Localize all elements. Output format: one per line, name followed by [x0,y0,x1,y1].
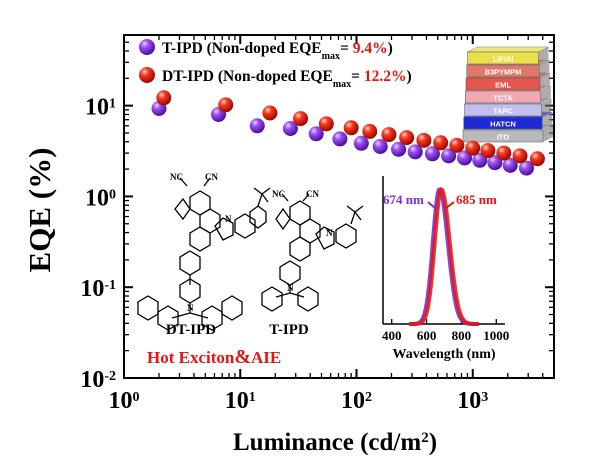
dt-n-label: N [225,214,232,224]
point-dt-ipd [496,145,512,161]
point-dt-ipd [399,130,415,146]
inset-x-axis-title: Wavelength (nm) [392,347,495,362]
device-layer-label: LiF/Al [493,55,514,64]
inset-curve-dt-ipd [409,187,479,326]
point-t-ipd [391,141,407,157]
x-axis-title: Luminance (cd/m2) [233,429,437,456]
x-tick-label: 101 [225,388,256,414]
inset-tick-label: 600 [417,328,437,343]
t-cn-label: CN [306,189,319,199]
device-layer-side [542,112,553,129]
device-layer-side [541,99,552,116]
legend: T-IPD (Non-doped EQEmax= 9.4%) DT-IPD (N… [139,39,412,90]
device-layer-label: TCTA [493,94,513,103]
hot-exciton-aie-annotation: Hot Exciton&AIE [147,346,281,368]
legend-marker-dt-ipd [139,67,155,83]
point-t-ipd [332,131,348,147]
legend-label-t-ipd: T-IPD (Non-doped EQEmax= 9.4%) [162,40,393,62]
point-dt-ipd [218,97,234,113]
device-layer-side [538,47,549,64]
y-axis: 10-2 10-1 100 101 [80,34,554,393]
point-dt-ipd [529,151,545,167]
t-ipd-structure-label: T-IPD [269,322,309,338]
point-t-ipd [457,150,473,166]
dt-amine-n-label: N [187,303,194,313]
point-t-ipd [502,157,518,173]
inset-tick-label: 800 [452,328,472,343]
point-dt-ipd [156,90,172,106]
y-axis-title: EQE (%) [22,148,57,273]
device-layer-side [539,60,550,77]
t-ipd-structure [261,193,364,312]
point-t-ipd [518,160,534,176]
point-t-ipd [372,138,388,154]
device-layer-label: ITO [497,133,510,142]
data-points [151,90,545,176]
point-t-ipd [441,148,457,164]
x-tick-label: 102 [341,388,372,414]
inset-x-ticks: 400 600 800 1000 [382,319,509,343]
inset-curves [409,187,479,326]
x-axis: 100 101 102 103 [109,35,555,414]
point-dt-ipd [465,140,481,156]
point-dt-ipd [433,135,449,151]
point-dt-ipd [416,132,432,148]
t-n-label: N [326,228,333,238]
point-dt-ipd [512,148,528,164]
dt-nc-label: NC [170,172,183,182]
point-dt-ipd [343,120,359,136]
dt-ipd-structure [137,177,271,331]
x-tick-label: 100 [109,388,140,414]
device-layer-side [540,86,551,103]
inset-tick-label: 400 [382,328,402,343]
device-layer-label: TAPC [493,107,513,116]
x-tick-label: 103 [457,388,488,414]
y-tick-label: 10-2 [80,367,116,393]
device-layer-label: HATCN [490,120,516,129]
point-t-ipd [282,121,298,137]
point-dt-ipd [262,105,278,121]
point-t-ipd [487,155,503,171]
point-t-ipd [308,126,324,142]
dt-cn-label: CN [205,172,218,182]
el-spectrum-inset: 400 600 800 1000 Wavelength (nm) 674 nm 685… [382,176,509,362]
molecule-text: NC CN N N NC CN N N [170,172,333,313]
point-t-ipd [407,144,423,160]
y-tick-label: 101 [85,95,116,121]
point-dt-ipd [480,143,496,159]
inset-tick-label: 1000 [483,328,509,343]
molecule-structures [137,177,364,331]
point-dt-ipd [381,127,397,143]
device-layer-side [543,125,553,142]
inset-arrow-t-ipd [427,201,436,209]
legend-marker-t-ipd [139,39,155,55]
t-nc-label: NC [272,189,285,199]
point-t-ipd [353,135,369,151]
point-dt-ipd [318,116,334,132]
point-t-ipd [249,118,265,134]
point-dt-ipd [293,111,309,127]
device-stack-diagram: ITO HATCN TAPC TCTA EML B3PYMPM LiF/Al [462,46,554,143]
device-layer-label: EML [495,81,511,90]
device-layer-top [467,46,549,53]
y-tick-label: 10-1 [80,276,116,302]
device-layer-label: B3PYMPM [484,68,521,77]
point-dt-ipd [449,137,465,153]
inset-peak-label-t-ipd: 674 nm [383,192,424,207]
legend-label-dt-ipd: DT-IPD (Non-doped EQEmax= 12.2%) [162,68,412,90]
device-layer-side [540,73,550,90]
y-tick-label: 100 [85,185,116,211]
point-t-ipd [424,146,440,162]
inset-curve-t-ipd [409,187,479,326]
point-dt-ipd [362,123,378,139]
t-amine-n-label: N [287,283,294,293]
inset-arrow-dt-ipd [445,201,455,209]
dt-ipd-structure-label: DT-IPD [166,322,216,338]
inset-peak-label-dt-ipd: 685 nm [456,192,497,207]
